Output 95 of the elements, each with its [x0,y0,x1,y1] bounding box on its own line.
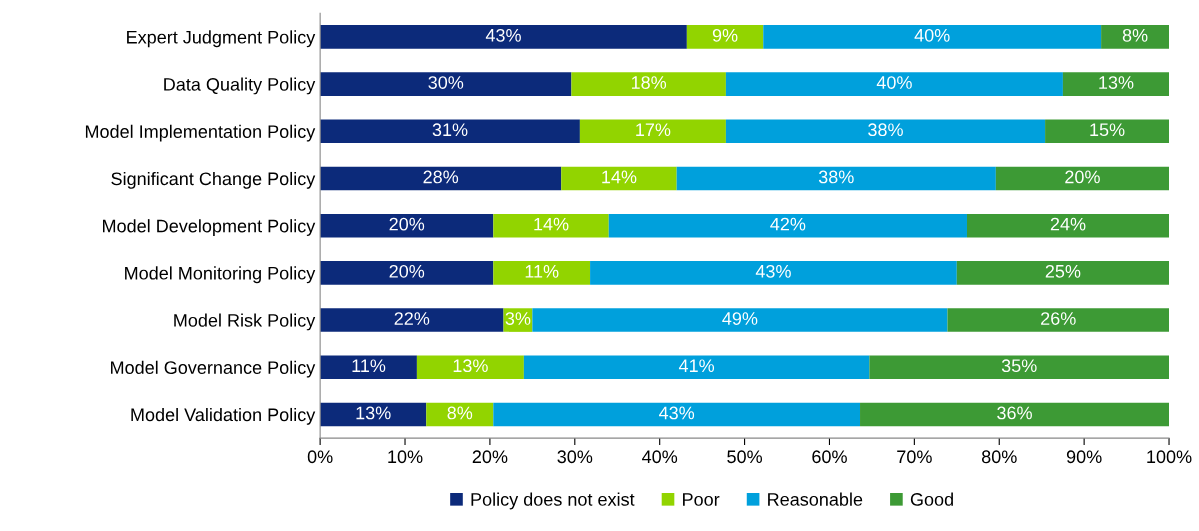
bar [416,355,524,380]
data-label: 13% [453,359,488,373]
bar [561,166,677,191]
bar [725,72,1063,96]
bar [320,308,504,332]
data-label: 40% [876,76,912,89]
bar [320,355,417,380]
bar [320,119,580,144]
data-label: 15% [1090,123,1125,137]
data-label: 43% [659,406,695,420]
y-tick-label: Model Risk Policy [174,313,316,331]
bar [320,213,494,238]
x-tick-label: 10% [388,450,423,464]
data-label: 36% [997,406,1032,420]
data-label: 9% [712,28,738,42]
y-tick-label: Model Governance Policy [111,360,316,378]
data-label: 14% [534,217,569,231]
bar [532,308,948,332]
data-label: 20% [389,264,425,278]
x-tick-label: 30% [557,450,593,464]
bar [763,25,1102,49]
legend-label: Poor [683,493,720,506]
bar [320,72,572,96]
data-label: 20% [1065,170,1100,184]
bar [676,166,996,191]
bar [1101,25,1170,49]
y-tick-label: Model Implementation Policy [85,124,316,142]
bar [579,119,726,144]
bar [966,213,1170,238]
bar [320,402,427,427]
bar [426,402,494,427]
data-label: 8% [1122,28,1148,42]
data-label: 22% [394,312,430,325]
data-label: 28% [423,170,459,184]
bar [956,261,1170,285]
data-label: 26% [1041,312,1076,325]
x-tick-label: 0% [307,450,333,464]
bar [1062,72,1170,96]
y-tick-label: Model Development Policy [103,219,316,236]
bar [947,308,1170,332]
data-label: 8% [447,406,473,420]
y-tick-label: Model Monitoring Policy [125,266,316,284]
data-label: 24% [1050,217,1086,231]
bar [869,355,1170,380]
bar [320,261,494,285]
bar [995,166,1170,191]
data-label: 43% [755,264,791,278]
x-tick-label: 100% [1147,450,1192,464]
x-tick-label: 70% [897,450,932,464]
y-tick-label: Significant Change Policy [111,171,316,189]
data-label: 13% [1099,76,1134,89]
x-tick-label: 90% [1066,450,1102,464]
data-label: 42% [770,217,806,231]
bar [725,119,1046,144]
data-label: 25% [1045,264,1081,278]
x-tick-label: 50% [727,450,763,464]
data-label: 38% [868,123,903,137]
legend-label: Good [910,492,953,506]
data-label: 13% [356,406,391,420]
data-label: 3% [505,312,531,325]
bar [493,261,591,285]
data-label: 31% [432,123,468,137]
data-label: 40% [914,28,950,42]
data-label: 43% [485,28,521,42]
bar [493,402,861,427]
data-label: 41% [678,359,715,373]
data-label: 14% [602,170,637,184]
data-label: 38% [818,170,854,184]
bar [320,25,687,49]
bar [571,72,726,96]
bar [608,213,967,238]
data-label: 30% [428,76,464,89]
data-label: 35% [1001,359,1037,373]
data-label: 17% [636,123,671,137]
x-tick-label: 80% [981,450,1017,464]
x-tick-label: 60% [812,450,847,464]
bar [523,355,870,380]
data-label: 11% [525,265,559,278]
data-label: 49% [722,312,758,325]
x-tick-label: 40% [642,450,678,464]
bar [493,213,609,238]
y-tick-label: Expert Judgment Policy [127,30,316,48]
bar [860,402,1170,427]
bar [320,166,562,191]
legend-label: Policy does not exist [471,492,635,510]
legend-label: Reasonable [768,492,863,506]
x-tick-label: 20% [472,450,508,464]
data-label: 20% [389,217,425,231]
bar [590,261,957,285]
y-tick-label: Data Quality Policy [164,77,316,95]
data-label: 11% [352,359,386,373]
bar [1045,119,1170,144]
y-tick-label: Model Validation Policy [131,407,316,425]
data-label: 18% [631,76,667,89]
bar [686,25,764,49]
